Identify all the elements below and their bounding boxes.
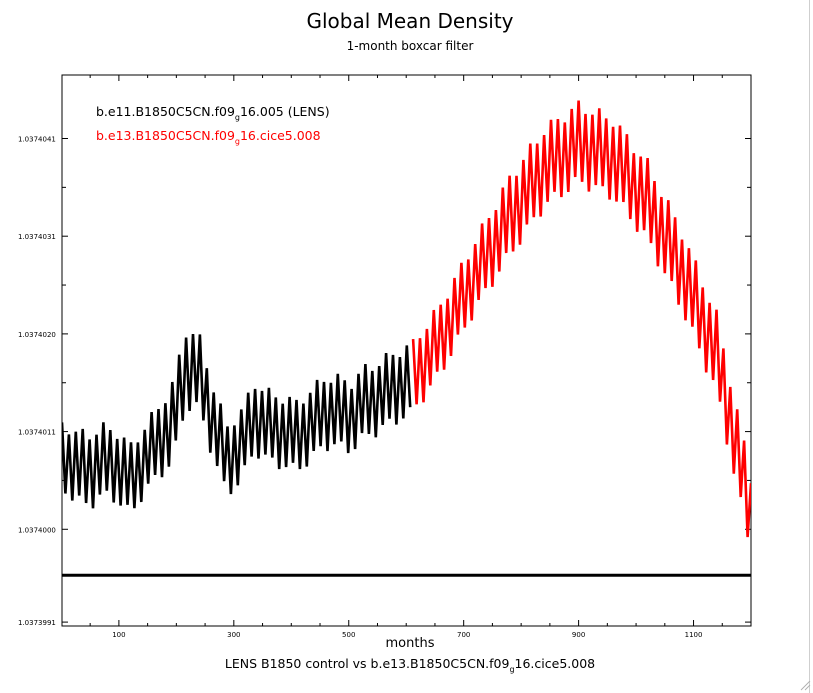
y-tick-label: 1.0374031 [18,233,56,241]
y-tick-label: 1.0374020 [18,331,56,339]
y-axis: 1.0373991 1.0374000 1.0374011 1.0374020 1.03… [18,136,751,627]
chart-subtitle: 1-month boxcar filter [347,39,474,53]
resize-grip-icon[interactable] [799,681,811,691]
x-tick-label: 300 [227,631,240,639]
y-tick-label: 1.0374000 [18,526,56,534]
legend: b.e11.B1850C5CN.f09g16.005 (LENS) b.e13.… [96,104,330,146]
caption-prefix: LENS B1850 control vs b.e13.B1850C5CN.f0… [225,656,510,671]
legend-entry-lens: b.e11.B1850C5CN.f09g16.005 (LENS) [96,104,330,122]
series-line-cice5 [411,100,751,538]
legend-lens-sub: g [235,113,240,122]
y-tick-label: 1.0374041 [18,136,56,144]
legend-lens-suffix: 16.005 (LENS) [240,104,330,119]
legend-entry-cice5: b.e13.B1850C5CN.f09g16.cice5.008 [96,128,321,146]
window-edge [809,0,810,693]
chart-caption: LENS B1850 control vs b.e13.B1850C5CN.f0… [225,656,595,674]
caption-suffix: 16.cice5.008 [515,656,596,671]
x-axis-label: months [386,636,435,651]
legend-cice5-prefix: b.e13.B1850C5CN.f09 [96,128,235,143]
x-tick-label: 700 [457,631,470,639]
x-tick-label: 500 [342,631,355,639]
x-tick-label: 100 [112,631,125,639]
x-tick-label: 900 [572,631,585,639]
legend-lens-prefix: b.e11.B1850C5CN.f09 [96,104,235,119]
x-tick-label: 1100 [685,631,703,639]
y-tick-label: 1.0373991 [18,619,56,627]
y-tick-label: 1.0374011 [18,429,56,437]
caption-sub: g [509,665,514,674]
series-line-lens [62,334,412,509]
legend-cice5-suffix: 16.cice5.008 [240,128,321,143]
chart-title: Global Mean Density [306,9,513,33]
legend-cice5-sub: g [235,137,240,146]
x-axis: 100 300 500 700 900 1100 [89,75,723,639]
